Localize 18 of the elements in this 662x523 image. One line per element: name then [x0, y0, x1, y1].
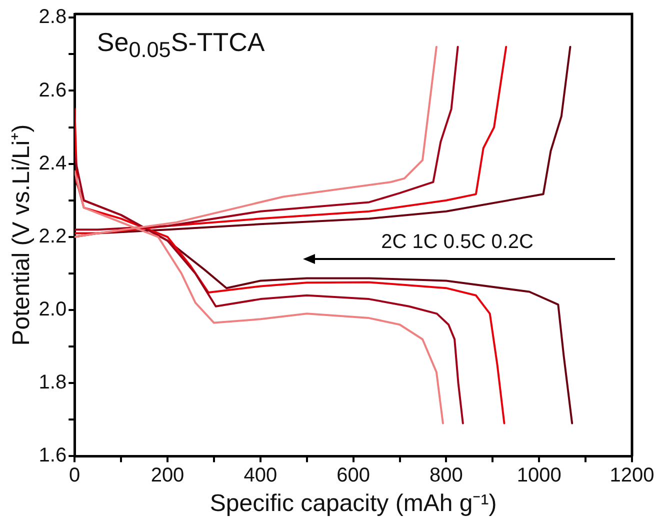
x-tick-label: 1200: [610, 464, 654, 487]
x-tick-label: 200: [150, 464, 184, 487]
x-tick-label: 400: [244, 464, 278, 487]
y-tick-label: 2.0: [38, 298, 67, 321]
x-tick-label: 0: [69, 464, 80, 487]
y-tick-label: 1.8: [38, 372, 67, 394]
annotation: 2C 1C 0.5C 0.2C: [381, 230, 534, 254]
x-tick-label: 600: [336, 464, 370, 487]
y-tick-label: 2.4: [38, 152, 67, 174]
x-axis-title: Specific capacity (mAh g⁻¹): [210, 490, 497, 518]
x-tick-label: 1000: [516, 464, 562, 487]
y-tick-label: 2.6: [38, 79, 67, 102]
y-tick-label: 1.6: [38, 444, 67, 467]
x-tick-label: 800: [430, 464, 463, 487]
annotation: Se$_{0.05}$S-TTCA: [96, 27, 265, 64]
y-tick-label: 2.2: [38, 225, 67, 248]
y-tick-label: 2.8: [38, 6, 67, 28]
y-axis-title: Potential (V vs.Li/Li⁺): [8, 124, 36, 346]
